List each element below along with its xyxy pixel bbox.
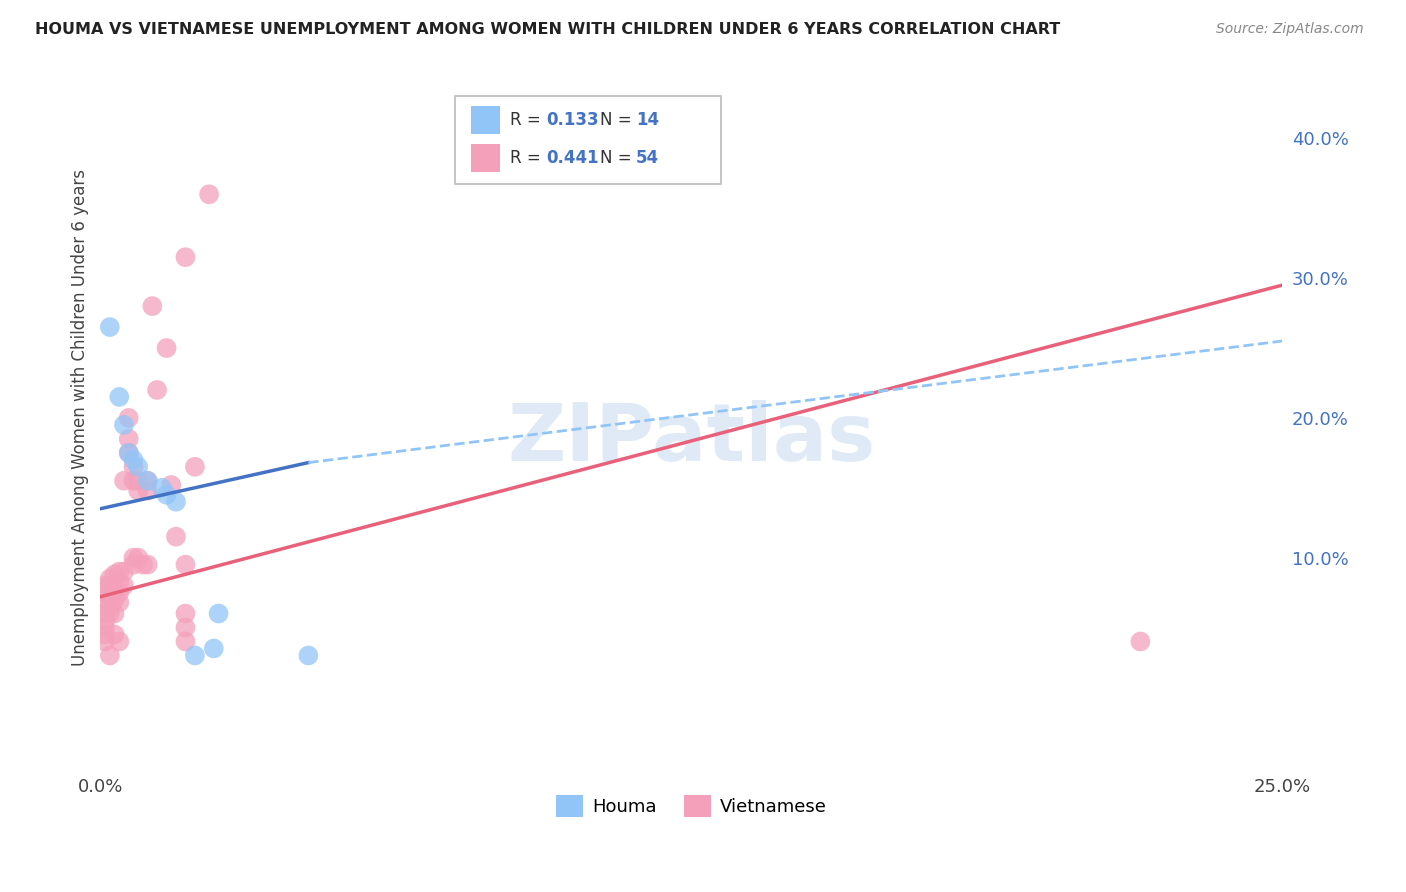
Point bbox=[98, 578, 121, 592]
Point bbox=[132, 558, 155, 572]
Point bbox=[103, 592, 125, 607]
Point bbox=[108, 565, 131, 579]
Point bbox=[98, 607, 121, 621]
Point bbox=[98, 572, 121, 586]
Point bbox=[98, 648, 121, 663]
Point bbox=[207, 607, 229, 621]
Text: Source: ZipAtlas.com: Source: ZipAtlas.com bbox=[1216, 22, 1364, 37]
Point bbox=[108, 390, 131, 404]
Point bbox=[94, 634, 117, 648]
Point bbox=[202, 641, 225, 656]
Point bbox=[118, 446, 141, 460]
Point bbox=[118, 432, 141, 446]
FancyBboxPatch shape bbox=[471, 144, 499, 172]
Point bbox=[136, 483, 159, 498]
Point bbox=[141, 299, 163, 313]
Point bbox=[94, 627, 117, 641]
Point bbox=[297, 648, 319, 663]
Point bbox=[103, 582, 125, 596]
Point bbox=[198, 187, 221, 202]
Point bbox=[98, 599, 121, 614]
Text: 0.441: 0.441 bbox=[546, 149, 599, 167]
Point bbox=[165, 530, 187, 544]
Point bbox=[112, 417, 135, 432]
Point bbox=[122, 550, 145, 565]
Point bbox=[103, 627, 125, 641]
Point bbox=[94, 578, 117, 592]
Point bbox=[136, 474, 159, 488]
Point bbox=[94, 607, 117, 621]
Y-axis label: Unemployment Among Women with Children Under 6 years: Unemployment Among Women with Children U… bbox=[72, 169, 89, 666]
Point bbox=[108, 595, 131, 609]
Text: N =: N = bbox=[600, 111, 637, 128]
Point bbox=[127, 550, 149, 565]
Point bbox=[112, 474, 135, 488]
FancyBboxPatch shape bbox=[471, 105, 499, 134]
Text: 54: 54 bbox=[636, 149, 659, 167]
Text: R =: R = bbox=[510, 111, 547, 128]
Point bbox=[118, 410, 141, 425]
Point bbox=[108, 575, 131, 590]
Point bbox=[94, 614, 117, 628]
Point bbox=[160, 478, 183, 492]
Point bbox=[103, 607, 125, 621]
Point bbox=[122, 558, 145, 572]
Text: ZIPatlas: ZIPatlas bbox=[508, 400, 876, 478]
Point bbox=[94, 595, 117, 609]
Point bbox=[94, 620, 117, 634]
Point bbox=[155, 488, 177, 502]
Point bbox=[150, 481, 173, 495]
Text: N =: N = bbox=[600, 149, 637, 167]
Point bbox=[1129, 634, 1152, 648]
Text: 14: 14 bbox=[636, 111, 659, 128]
Point bbox=[174, 558, 197, 572]
Legend: Houma, Vietnamese: Houma, Vietnamese bbox=[548, 789, 834, 824]
Point bbox=[98, 320, 121, 334]
Point bbox=[184, 648, 207, 663]
Text: 0.0%: 0.0% bbox=[77, 779, 124, 797]
Text: HOUMA VS VIETNAMESE UNEMPLOYMENT AMONG WOMEN WITH CHILDREN UNDER 6 YEARS CORRELA: HOUMA VS VIETNAMESE UNEMPLOYMENT AMONG W… bbox=[35, 22, 1060, 37]
Point bbox=[136, 558, 159, 572]
Point bbox=[174, 250, 197, 264]
Text: 0.133: 0.133 bbox=[546, 111, 599, 128]
Point bbox=[174, 607, 197, 621]
Point bbox=[174, 620, 197, 634]
Point bbox=[136, 474, 159, 488]
Point bbox=[127, 483, 149, 498]
FancyBboxPatch shape bbox=[456, 96, 721, 184]
Text: R =: R = bbox=[510, 149, 547, 167]
Point bbox=[155, 341, 177, 355]
Point bbox=[122, 474, 145, 488]
Point bbox=[174, 634, 197, 648]
Point bbox=[127, 474, 149, 488]
Point bbox=[108, 634, 131, 648]
Point bbox=[112, 565, 135, 579]
Point bbox=[165, 494, 187, 508]
Point bbox=[94, 585, 117, 599]
Text: 25.0%: 25.0% bbox=[1254, 779, 1310, 797]
Point bbox=[122, 459, 145, 474]
Point bbox=[184, 459, 207, 474]
Point bbox=[98, 590, 121, 604]
Point bbox=[146, 383, 169, 397]
Point bbox=[103, 567, 125, 582]
Point bbox=[108, 585, 131, 599]
Point bbox=[118, 446, 141, 460]
Point bbox=[122, 452, 145, 467]
Point bbox=[112, 578, 135, 592]
Point bbox=[127, 459, 149, 474]
